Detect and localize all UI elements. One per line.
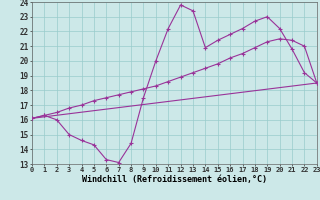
X-axis label: Windchill (Refroidissement éolien,°C): Windchill (Refroidissement éolien,°C) [82, 175, 267, 184]
